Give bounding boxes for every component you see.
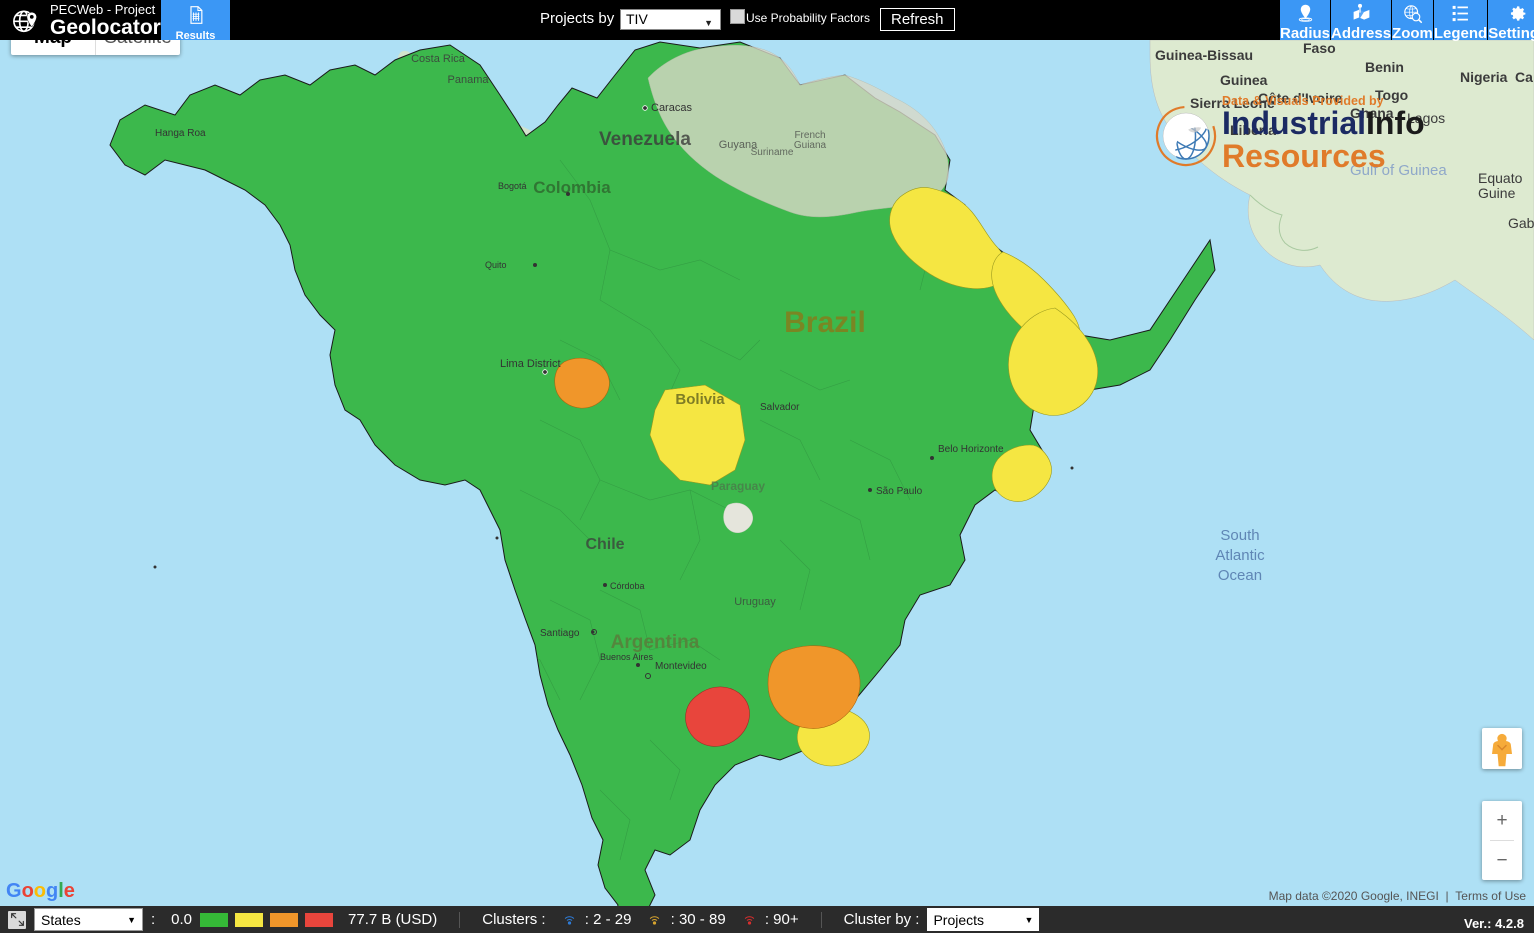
svg-text:Guinea-Bissau: Guinea-Bissau	[1155, 47, 1253, 63]
svg-text:Salvador: Salvador	[760, 402, 800, 413]
svg-text:Ca: Ca	[1515, 69, 1533, 85]
svg-text:Guine: Guine	[1478, 185, 1516, 201]
svg-text:Belo Horizonte: Belo Horizonte	[938, 444, 1004, 455]
svg-text:São Paulo: São Paulo	[876, 486, 923, 497]
svg-text:Benin: Benin	[1365, 59, 1404, 75]
svg-text:Hanga Roa: Hanga Roa	[155, 128, 206, 139]
svg-text:Quito: Quito	[485, 260, 507, 270]
svg-text:Bolivia: Bolivia	[675, 391, 725, 408]
svg-text:Paraguay: Paraguay	[711, 479, 765, 493]
svg-text:Guiana: Guiana	[794, 140, 827, 151]
svg-text:Guinea: Guinea	[1220, 72, 1268, 88]
svg-text:Buenos Aires: Buenos Aires	[600, 652, 654, 662]
svg-text:Nigeria: Nigeria	[1460, 69, 1508, 85]
svg-text:Bogotá: Bogotá	[498, 181, 527, 191]
svg-text:Córdoba: Córdoba	[610, 581, 645, 591]
svg-text:Gab: Gab	[1508, 215, 1534, 231]
svg-text:South: South	[1220, 527, 1259, 544]
svg-text:Lima District: Lima District	[500, 358, 561, 370]
svg-text:Panama: Panama	[448, 74, 490, 86]
svg-text:Atlantic: Atlantic	[1215, 547, 1265, 564]
svg-text:Faso: Faso	[1303, 40, 1336, 56]
svg-text:Caracas: Caracas	[651, 102, 692, 114]
svg-text:Resources: Resources	[1222, 138, 1386, 174]
svg-text:Costa Rica: Costa Rica	[411, 53, 466, 65]
svg-text:Santiago: Santiago	[540, 628, 580, 639]
svg-text:Uruguay: Uruguay	[734, 596, 776, 608]
svg-text:Chile: Chile	[585, 536, 624, 553]
svg-text:Ocean: Ocean	[1218, 567, 1262, 584]
svg-text:Colombia: Colombia	[533, 178, 611, 197]
svg-text:Equato: Equato	[1478, 170, 1523, 186]
svg-text:Venezuela: Venezuela	[599, 129, 691, 150]
svg-text:IndustrialInfo: IndustrialInfo	[1222, 105, 1425, 141]
svg-text:Suriname: Suriname	[751, 147, 794, 158]
svg-text:Montevideo: Montevideo	[655, 661, 707, 672]
svg-text:Brazil: Brazil	[784, 306, 866, 339]
svg-text:Argentina: Argentina	[611, 632, 700, 653]
